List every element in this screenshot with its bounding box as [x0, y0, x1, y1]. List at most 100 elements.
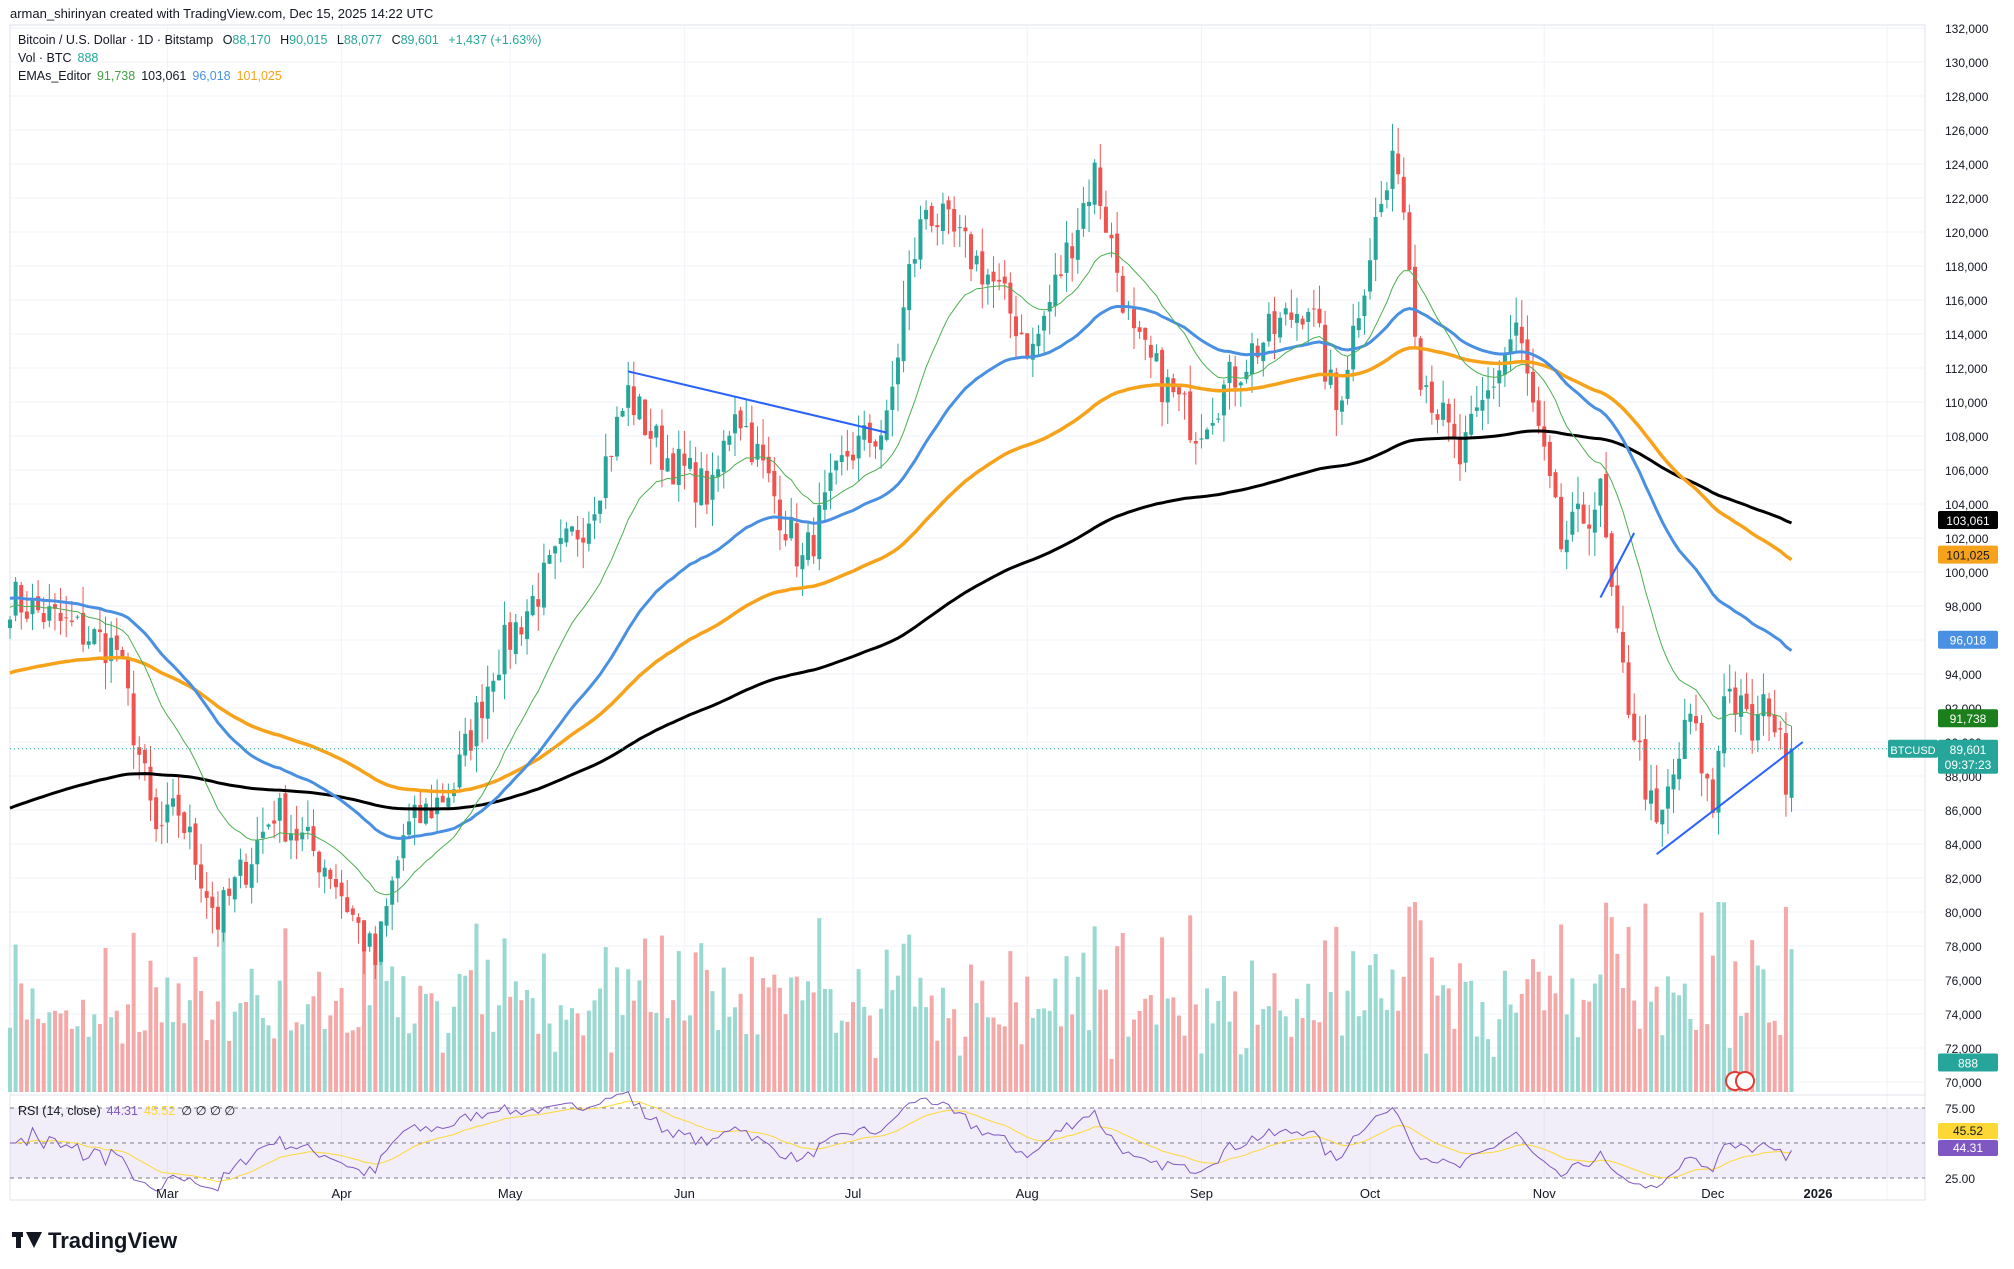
volume-bar	[1446, 988, 1451, 1092]
tradingview-logo[interactable]: TradingView	[12, 1228, 177, 1254]
last-price-text: 89,601	[1950, 743, 1987, 757]
candle	[69, 620, 74, 623]
volume-bar	[884, 949, 889, 1092]
candle	[1294, 313, 1299, 323]
volume-bar	[1677, 995, 1682, 1092]
volume-bar	[1115, 946, 1120, 1092]
volume-bar	[412, 1023, 417, 1092]
candle	[519, 627, 524, 635]
candle	[1255, 345, 1260, 358]
volume-bar	[1379, 998, 1384, 1092]
volume-bar	[92, 1014, 97, 1092]
volume-bar	[114, 1010, 119, 1092]
candle	[1767, 698, 1772, 717]
candle	[564, 528, 569, 543]
volume-bar	[682, 1020, 687, 1092]
candle	[1710, 779, 1715, 813]
volume-bar	[1772, 1020, 1777, 1092]
ema-lines	[9, 252, 1793, 896]
price-badges: 103,061 101,025 96,018 91,738 888 BTCUSD 89,60…	[1725, 510, 1998, 1156]
volume-bar	[13, 944, 18, 1092]
candle	[1356, 318, 1361, 331]
candle	[1148, 344, 1153, 358]
candle	[238, 859, 243, 876]
candle	[300, 832, 305, 840]
candle	[1722, 696, 1727, 754]
candle	[1075, 230, 1080, 260]
ema200-line	[9, 429, 1793, 811]
volume-bar	[1283, 1016, 1288, 1092]
candle	[75, 616, 80, 618]
symbol-label[interactable]: Bitcoin / U.S. Dollar · 1D · Bitstamp	[18, 33, 214, 47]
volume-bar	[536, 1033, 541, 1092]
candle	[1694, 716, 1698, 724]
candle	[176, 794, 181, 816]
volume-bar	[1514, 1012, 1519, 1092]
volume-bar	[289, 1030, 293, 1092]
price-tick-label: 72,000	[1945, 1042, 1982, 1056]
volume-bar	[929, 995, 934, 1092]
candle	[1761, 694, 1766, 717]
volume-bar	[1401, 976, 1406, 1092]
candle	[1598, 478, 1603, 506]
time-tick-label: Oct	[1360, 1186, 1381, 1201]
volume-bar	[1238, 1054, 1243, 1092]
candle	[688, 457, 693, 469]
candle	[1660, 809, 1665, 825]
candle	[390, 880, 395, 905]
volume-bar	[24, 1019, 29, 1092]
candle	[97, 629, 102, 633]
volume-bar	[873, 1057, 878, 1092]
candle	[991, 271, 996, 282]
volume-bar	[688, 1015, 693, 1092]
volume-bar	[1098, 989, 1103, 1092]
price-tick-label: 128,000	[1945, 90, 1989, 104]
volume-bar	[755, 1034, 760, 1092]
candle	[1334, 372, 1339, 411]
volume-bar	[603, 947, 608, 1092]
volume-bar	[806, 981, 811, 1092]
candle	[384, 906, 389, 926]
price-tick-label: 84,000	[1945, 838, 1982, 852]
volume-bar	[1294, 998, 1299, 1092]
volume-bar	[1064, 956, 1069, 1092]
volume-bar	[75, 1026, 80, 1092]
volume-bar	[187, 1000, 192, 1092]
trendlines	[10, 370, 1925, 855]
price-tick-label: 86,000	[1945, 804, 1982, 818]
rsi-ma-badge	[1938, 1123, 1998, 1139]
candle	[738, 410, 743, 429]
rsi-ma-line	[10, 1100, 1792, 1183]
candle	[1519, 326, 1524, 344]
candle	[1272, 311, 1277, 335]
volume-bar	[1087, 1030, 1092, 1092]
candle	[491, 680, 496, 692]
volume-bar	[1396, 1010, 1401, 1092]
volume-bar	[244, 1001, 249, 1092]
ema100-badge-text: 101,025	[1946, 549, 1990, 563]
volume-bar	[1441, 985, 1446, 1092]
volume-bar	[1300, 1018, 1305, 1092]
volume-bar	[553, 1051, 558, 1092]
volume-bar	[1699, 912, 1704, 1092]
candle	[1469, 413, 1474, 435]
candle	[1615, 585, 1620, 629]
candle	[1283, 308, 1288, 315]
volume-bar	[851, 1002, 855, 1092]
candle	[249, 864, 254, 888]
candle	[631, 386, 636, 415]
candle	[255, 840, 260, 865]
ema20-badge-text: 91,738	[1950, 712, 1987, 726]
candle	[154, 797, 159, 830]
candle	[1665, 786, 1670, 809]
volume-bar	[1176, 1015, 1181, 1092]
volume-bar	[407, 1033, 412, 1092]
candle	[626, 385, 631, 408]
candle	[1508, 339, 1513, 353]
volume-bar	[1193, 1004, 1198, 1092]
volume-bar	[1744, 1012, 1749, 1092]
volume-bar	[530, 998, 535, 1092]
candle	[260, 831, 265, 839]
volume-bar	[952, 1009, 957, 1092]
